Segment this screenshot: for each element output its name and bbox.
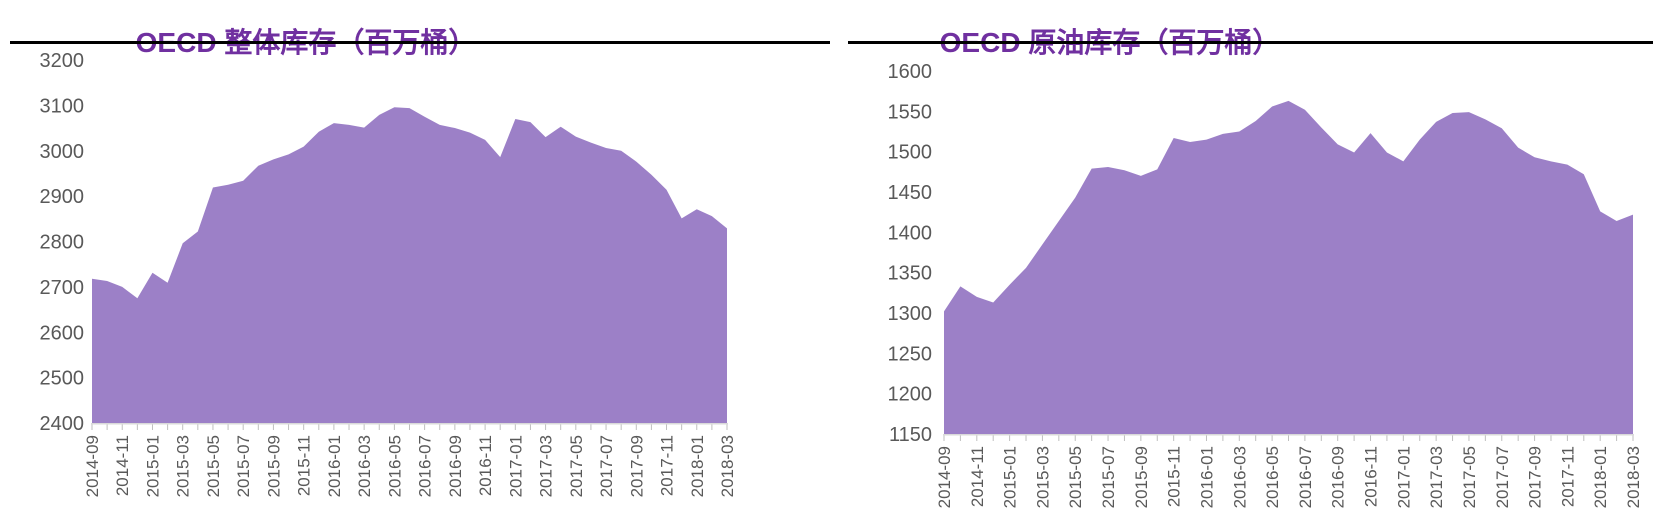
y-axis-label: 1150 bbox=[889, 424, 932, 446]
x-axis-label: 2016-05 bbox=[1263, 446, 1282, 508]
y-axis-label: 2600 bbox=[40, 322, 85, 344]
y-axis-label: 1500 bbox=[888, 142, 933, 164]
y-axis-label: 1250 bbox=[888, 343, 933, 365]
y-axis-label: 3200 bbox=[40, 50, 85, 72]
x-axis-label: 2017-09 bbox=[1526, 446, 1545, 508]
y-axis-label: 2400 bbox=[40, 413, 85, 435]
y-axis-label: 1350 bbox=[888, 263, 933, 285]
x-axis-label: 2017-11 bbox=[1558, 446, 1577, 507]
x-axis-label: 2015-01 bbox=[1001, 446, 1020, 508]
x-axis-label: 2017-01 bbox=[506, 435, 525, 497]
x-axis-label: 2015-03 bbox=[174, 435, 193, 497]
x-axis-label: 2016-09 bbox=[1329, 446, 1348, 508]
area-chart-oecd-crude-inventory: 1600 1550 1500 1450 1400 1350 1300 1250 1200 1150… bbox=[888, 61, 1644, 508]
y-axis-label: 3000 bbox=[40, 141, 85, 163]
x-axis-label: 2017-09 bbox=[627, 435, 646, 497]
x-axis-label: 2014-09 bbox=[935, 446, 954, 508]
x-axis-label: 2015-09 bbox=[264, 435, 283, 497]
x-axis-label: 2016-01 bbox=[325, 435, 344, 497]
x-axis-label: 2016-01 bbox=[1197, 446, 1216, 508]
x-axis-label: 2018-01 bbox=[688, 435, 707, 497]
x-axis-label: 2017-03 bbox=[537, 435, 556, 497]
x-axis-label: 2017-07 bbox=[1493, 446, 1512, 508]
x-axis-label: 2016-07 bbox=[416, 435, 435, 497]
y-axis-label: 2900 bbox=[40, 186, 85, 208]
y-axis-label: 3100 bbox=[40, 95, 85, 117]
area-series bbox=[944, 100, 1633, 434]
x-axis-label: 2014-09 bbox=[83, 435, 102, 497]
y-axis-label: 1600 bbox=[888, 61, 933, 83]
x-axis-label: 2017-05 bbox=[567, 435, 586, 497]
x-axis-label: 2016-11 bbox=[1362, 446, 1381, 507]
title-underline-right bbox=[848, 41, 1653, 44]
x-axis-label: 2017-05 bbox=[1460, 446, 1479, 508]
y-axis-label: 1300 bbox=[888, 303, 933, 325]
title-underline-left bbox=[10, 41, 830, 44]
x-axis-label: 2016-05 bbox=[385, 435, 404, 497]
y-axis-label: 1200 bbox=[888, 384, 933, 406]
x-axis-label: 2015-11 bbox=[1165, 446, 1184, 507]
x-axis-label: 2015-05 bbox=[1066, 446, 1085, 508]
x-axis-label: 2018-01 bbox=[1591, 446, 1610, 508]
x-axis-label: 2018-03 bbox=[1624, 446, 1643, 508]
y-axis-label: 2800 bbox=[40, 232, 85, 254]
y-axis-label: 2500 bbox=[40, 368, 85, 390]
y-axis-label: 1550 bbox=[888, 101, 933, 123]
x-axis-label: 2016-03 bbox=[1230, 446, 1249, 508]
x-axis-label: 2015-05 bbox=[204, 435, 223, 497]
x-axis-label: 2017-01 bbox=[1394, 446, 1413, 508]
x-axis-label: 2015-11 bbox=[295, 435, 314, 496]
y-axis-label: 1450 bbox=[888, 182, 933, 204]
x-axis-label: 2015-07 bbox=[1099, 446, 1118, 508]
chart-panel-oecd-total: OECD 整体库存（百万桶） 3200 3100 3000 2900 2800 2700 2… bbox=[0, 0, 830, 524]
x-axis-label: 2016-11 bbox=[476, 435, 495, 496]
x-axis-label: 2018-03 bbox=[718, 435, 737, 497]
x-axis-label: 2016-09 bbox=[446, 435, 465, 497]
x-axis-label: 2015-07 bbox=[234, 435, 253, 497]
area-chart-oecd-total-inventory: 3200310030002900280027002600250024002014… bbox=[40, 50, 738, 497]
x-axis-label: 2016-07 bbox=[1296, 446, 1315, 508]
x-axis-label: 2017-11 bbox=[658, 435, 677, 496]
x-axis-label: 2015-03 bbox=[1033, 446, 1052, 508]
x-axis-label: 2017-07 bbox=[597, 435, 616, 497]
x-axis-label: 2017-03 bbox=[1427, 446, 1446, 508]
x-axis-label: 2015-01 bbox=[143, 435, 162, 497]
y-axis-label: 1400 bbox=[888, 222, 933, 244]
x-axis-label: 2015-09 bbox=[1132, 446, 1151, 508]
x-axis-label: 2014-11 bbox=[113, 435, 132, 496]
x-axis-label: 2014-11 bbox=[968, 446, 987, 507]
chart-panel-oecd-crude: OECD 原油库存（百万桶） 1600 1550 1500 1450 1400 1350 1… bbox=[830, 0, 1661, 524]
x-axis-label: 2016-03 bbox=[355, 435, 374, 497]
y-axis-label: 2700 bbox=[40, 277, 85, 299]
area-series bbox=[92, 107, 727, 423]
